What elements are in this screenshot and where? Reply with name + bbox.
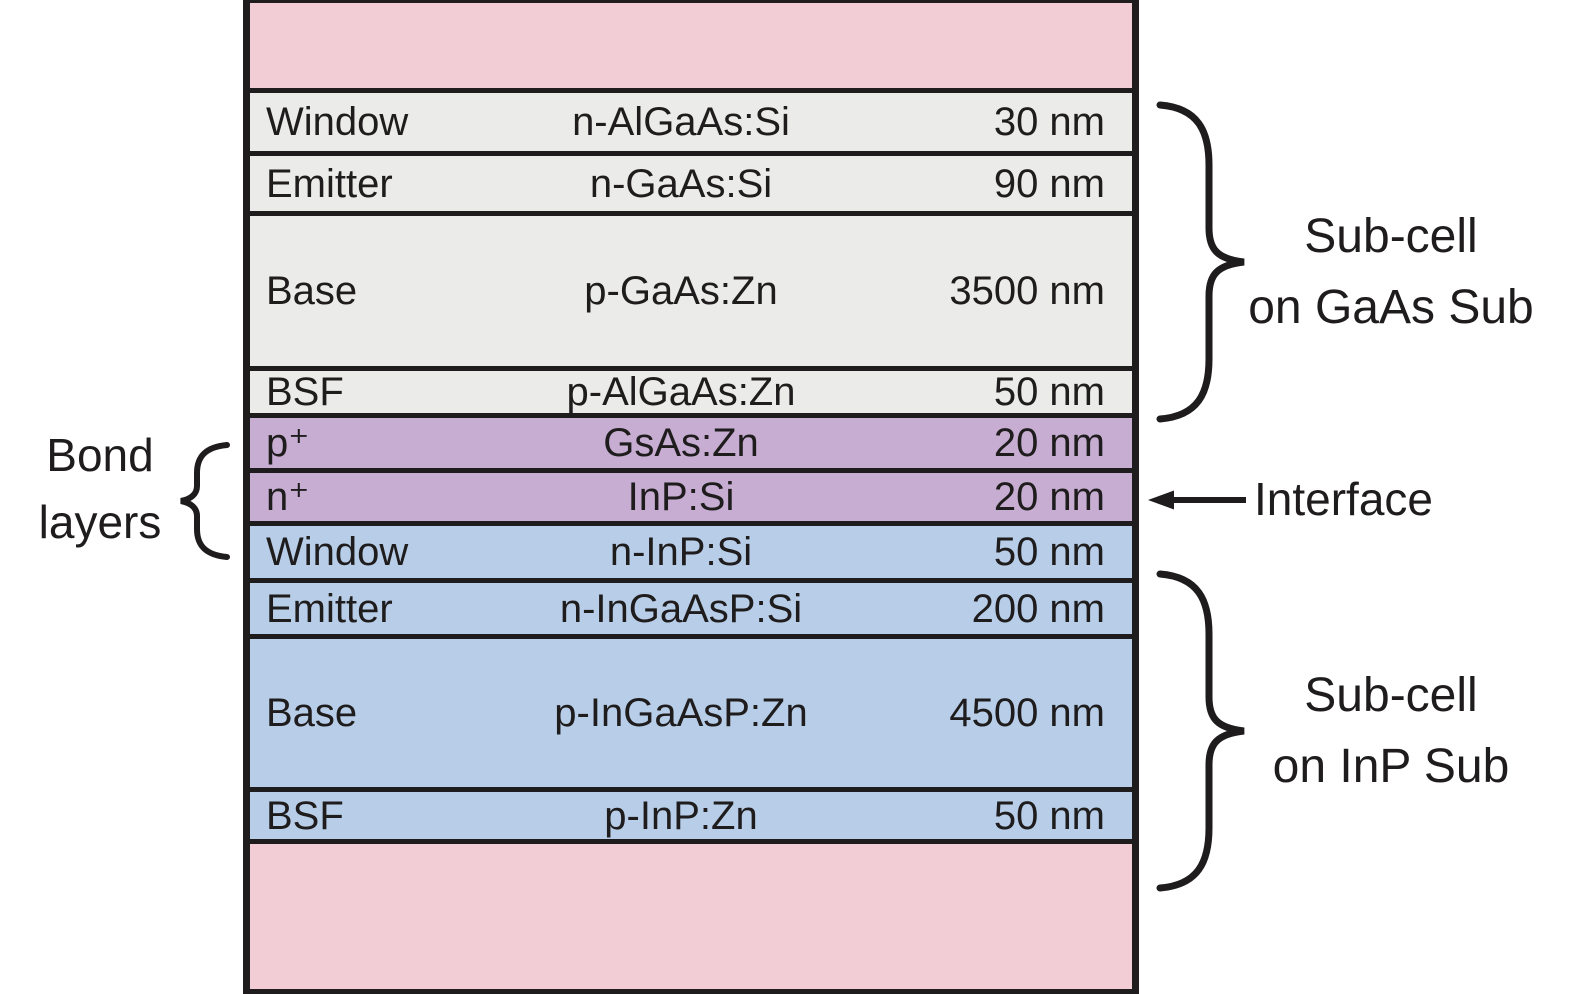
layer-thickness: 50 nm [993,530,1105,574]
layer-name: Window [266,100,409,144]
layer-thickness: 4500 nm [949,691,1105,735]
layer-name: BSF [266,370,344,414]
inp-subcell-label: Sub-cell on InP Sub [1236,660,1546,802]
gaas-subcell-line2: on GaAs Sub [1248,281,1534,334]
layer-row-base-inp: Base p-InGaAsP:Zn 4500 nm [250,639,1132,792]
layer-thickness: 30 nm [993,100,1105,144]
layer-row-emitter-inp: Emitter n-InGaAsP:Si 200 nm [250,583,1132,639]
layer-name: n⁺ [266,475,310,519]
layer-row-bsf-gaas: BSF p-AlGaAs:Zn 50 nm [250,371,1132,418]
layer-row-substrate-bottom [250,844,1132,989]
gaas-subcell-brace-icon [1156,101,1245,423]
layer-thickness: 50 nm [993,370,1105,414]
layer-thickness: 90 nm [993,161,1105,206]
layer-material: p-AlGaAs:Zn [566,370,796,414]
bond-layers-brace-icon [180,442,230,560]
layer-name: Base [266,691,358,735]
bond-layers-line1: Bond [46,429,154,481]
layer-row-emitter-gaas: Emitter n-GaAs:Si 90 nm [250,156,1132,216]
layer-thickness: 200 nm [971,586,1105,631]
layer-thickness: 20 nm [993,421,1105,465]
layer-material: n-GaAs:Si [589,161,773,206]
layer-material: p-GaAs:Zn [584,269,778,313]
layer-name: Base [266,269,358,313]
inp-subcell-line1: Sub-cell [1304,669,1478,722]
layer-material: InP:Si [627,475,735,519]
layer-material: GsAs:Zn [603,421,759,465]
layer-row-base-gaas: Base p-GaAs:Zn 3500 nm [250,216,1132,371]
interface-arrow-icon [1148,490,1246,510]
gaas-subcell-line1: Sub-cell [1304,210,1478,263]
layer-name: Emitter [266,586,393,631]
layer-name: p⁺ [266,421,310,465]
layer-row-n-plus-bond: n⁺ InP:Si 20 nm [250,473,1132,526]
layer-row-bsf-inp: BSF p-InP:Zn 50 nm [250,792,1132,844]
bond-layers-label: Bond layers [22,422,178,556]
inp-subcell-brace-icon [1156,570,1245,892]
layer-row-window-inp: Window n-InP:Si 50 nm [250,526,1132,583]
layer-row-p-plus-bond: p⁺ GsAs:Zn 20 nm [250,418,1132,473]
layer-thickness: 50 nm [993,793,1105,838]
layer-name: Window [266,530,409,574]
layer-material: n-InP:Si [609,530,753,574]
layer-row-substrate-top [250,3,1132,93]
layer-thickness: 20 nm [993,475,1105,519]
layer-material: n-InGaAsP:Si [559,586,803,631]
layer-material: n-AlGaAs:Si [572,100,790,144]
layer-name: Emitter [266,161,393,206]
layer-name: BSF [266,793,344,838]
bond-layers-line2: layers [38,496,162,548]
interface-label: Interface [1254,473,1433,525]
gaas-subcell-label: Sub-cell on GaAs Sub [1236,201,1546,343]
layer-material: p-InP:Zn [604,793,758,838]
layer-row-window-gaas: Window n-AlGaAs:Si 30 nm [250,93,1132,156]
layer-material: p-InGaAsP:Zn [554,691,808,735]
layer-stack: Window n-AlGaAs:Si 30 nm Emitter n-GaAs:… [243,0,1139,994]
inp-subcell-line2: on InP Sub [1272,740,1510,793]
layer-thickness: 3500 nm [949,269,1105,313]
